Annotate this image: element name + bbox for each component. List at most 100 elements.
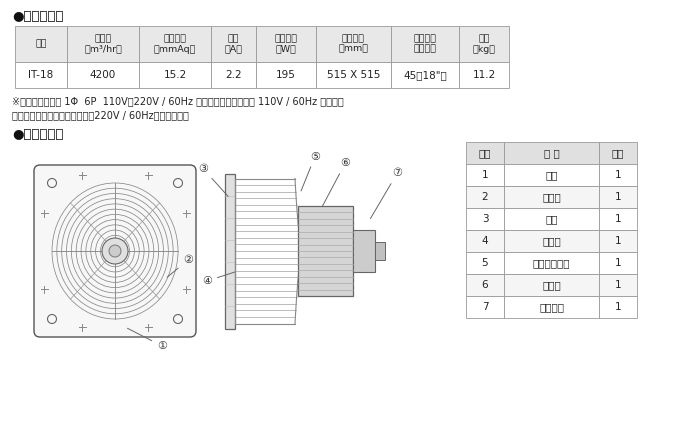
Bar [256,26,316,62]
Text: ④: ④ [202,272,236,286]
Text: 扇葉: 扇葉 [546,214,558,224]
Bar [504,274,599,296]
Bar [139,26,211,62]
Text: 機殼: 機殼 [546,170,558,180]
Text: 1: 1 [614,214,621,224]
Text: 6: 6 [482,280,489,290]
Text: 4200: 4200 [90,70,116,80]
Bar [466,296,504,318]
Bar [15,62,67,88]
Bar [256,62,316,88]
Bar [139,62,211,88]
Text: 名 稱: 名 稱 [543,148,559,158]
Text: ●各部位名稱: ●各部位名稱 [12,128,63,141]
Bar [599,252,637,274]
Text: 1: 1 [482,170,489,180]
Bar [504,208,599,230]
Bar [15,26,67,62]
Bar [391,62,459,88]
Bar [504,186,599,208]
Bar [316,62,391,88]
Circle shape [102,238,128,264]
Bar [504,296,599,318]
Text: 後網罩: 後網罩 [542,236,561,246]
Bar [504,142,599,164]
Text: ⑦: ⑦ [370,169,402,219]
Text: 機外靜壓
（mmAq）: 機外靜壓 （mmAq） [154,34,196,54]
Text: 3: 3 [482,214,489,224]
Text: 2: 2 [482,192,489,202]
Bar [599,296,637,318]
Text: ③: ③ [198,164,228,196]
Text: 45（18"）: 45（18"） [403,70,447,80]
Text: 515 X 515: 515 X 515 [327,70,380,80]
Text: 號碼: 號碼 [479,148,491,158]
Bar [599,208,637,230]
Text: 後網罩固定片: 後網罩固定片 [533,258,571,268]
Bar [599,164,637,186]
Bar [466,252,504,274]
Text: 7: 7 [482,302,489,312]
Text: 2.2: 2.2 [225,70,242,80]
Circle shape [47,178,56,187]
Text: ※電容運轉式馬達 1Φ  6P  110V、220V / 60Hz 可正逆轉，（出貨品為 110V / 60Hz 排氣），: ※電容運轉式馬達 1Φ 6P 110V、220V / 60Hz 可正逆轉，（出貨… [12,96,344,106]
Bar [599,230,637,252]
Text: 馬達組: 馬達組 [542,280,561,290]
Text: 機型: 機型 [35,39,47,49]
Text: 11.2: 11.2 [473,70,496,80]
Text: ①: ① [127,328,167,351]
Bar [316,26,391,62]
Text: ⑥: ⑥ [314,159,350,222]
Bar [459,62,509,88]
Text: 数量: 数量 [612,148,624,158]
Bar [391,26,459,62]
Text: 1: 1 [614,236,621,246]
Circle shape [174,178,183,187]
Bar [211,26,256,62]
Text: 前網罩: 前網罩 [542,192,561,202]
Bar [466,274,504,296]
Text: 1: 1 [614,280,621,290]
Bar [353,230,375,272]
Bar [67,26,139,62]
Circle shape [174,315,183,324]
Bar [298,206,353,296]
Text: 195: 195 [276,70,296,80]
Text: 5: 5 [482,258,489,268]
Text: 電容器蓋: 電容器蓋 [539,302,564,312]
Text: 4: 4 [482,236,489,246]
Bar [599,142,637,164]
Text: ⑤: ⑤ [301,152,320,191]
Bar [466,164,504,186]
Bar [466,186,504,208]
Bar [67,62,139,88]
Bar [466,230,504,252]
Text: ②: ② [167,255,193,277]
Text: 1: 1 [614,302,621,312]
Circle shape [47,315,56,324]
FancyBboxPatch shape [34,165,196,337]
Text: 整批性訂單則可依客戶需求改220V / 60Hz或吸氣功能。: 整批性訂單則可依客戶需求改220V / 60Hz或吸氣功能。 [12,110,189,120]
Text: 1: 1 [614,170,621,180]
Text: 扇葉尺寸
（公分）: 扇葉尺寸 （公分） [414,34,436,54]
Bar [225,173,235,329]
Bar [211,62,256,88]
Bar [504,164,599,186]
Bar [466,208,504,230]
Bar [375,242,385,260]
Text: 1: 1 [614,258,621,268]
Bar [599,274,637,296]
Text: 消耗功率
（W）: 消耗功率 （W） [275,34,297,54]
Text: 重量
（kg）: 重量 （kg） [473,34,496,54]
Bar [466,142,504,164]
Circle shape [109,245,121,257]
Text: 排風量
（m³/hr）: 排風量 （m³/hr） [84,34,122,54]
Text: 15.2: 15.2 [163,70,187,80]
Bar [459,26,509,62]
Bar [504,252,599,274]
Text: IT-18: IT-18 [28,70,54,80]
Bar [504,230,599,252]
Text: 安裝尺寸
（mm）: 安裝尺寸 （mm） [338,34,368,54]
Bar [599,186,637,208]
Text: 1: 1 [614,192,621,202]
